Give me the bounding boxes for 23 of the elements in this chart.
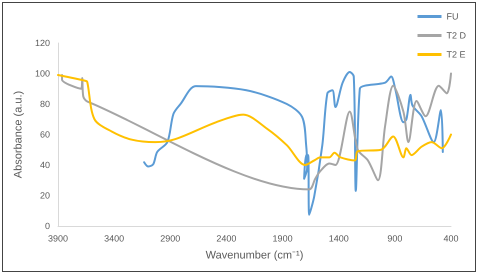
y-tick-label: 60: [40, 130, 50, 140]
line-series: [143, 70, 444, 216]
x-tick-label: 400: [443, 234, 459, 244]
y-tick-label: 20: [40, 190, 50, 200]
x-tick-label: 2900: [160, 234, 180, 244]
x-tick-label: 1900: [272, 234, 293, 244]
line-series: [57, 74, 452, 166]
x-tick-label: 2400: [216, 234, 236, 244]
x-tick-label: 900: [387, 234, 402, 244]
y-tick-label: 100: [34, 68, 50, 78]
x-tick-label: 3400: [104, 234, 124, 244]
x-axis-title: Wavenumber (cm⁻¹): [206, 250, 304, 262]
legend-label: T2 E: [446, 50, 466, 60]
x-tick-label: 3900: [48, 234, 68, 244]
y-axis-title: Absorbance (a.u.): [12, 90, 25, 178]
line-series: [61, 72, 452, 190]
y-tick-label: 120: [34, 38, 50, 48]
y-tick-label: 80: [40, 99, 50, 109]
y-tick-label: 40: [40, 160, 50, 170]
legend-label: T2 D: [446, 30, 466, 40]
x-tick-label: 1400: [328, 234, 349, 244]
legend-label: FU: [446, 12, 458, 22]
y-tick-label: 0: [44, 221, 50, 231]
